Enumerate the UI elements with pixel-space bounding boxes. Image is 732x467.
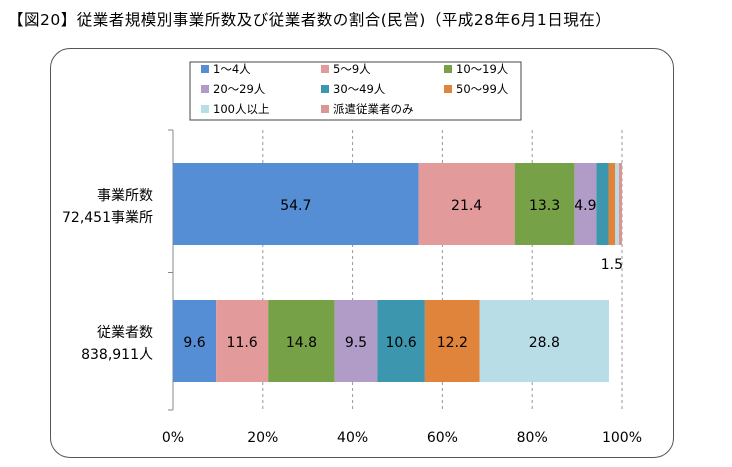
bar-segment: [608, 163, 616, 245]
x-tick-label: 60%: [427, 430, 458, 446]
legend-label: 20～29人: [213, 82, 266, 96]
category-label: 838,911人: [81, 347, 153, 363]
data-label: 21.4: [451, 198, 482, 214]
bar-segment: [596, 163, 609, 245]
legend-swatch: [201, 65, 209, 73]
legend-label: 10～19人: [456, 62, 509, 76]
bar-segment: [173, 300, 217, 382]
x-tick-label: 40%: [337, 430, 368, 446]
legend-swatch: [444, 85, 452, 93]
legend-swatch: [201, 105, 209, 113]
bar-segment: [418, 163, 515, 245]
data-label: 1.5: [601, 257, 623, 273]
bar-segment: [615, 163, 619, 245]
legend-label: 5～9人: [333, 62, 371, 76]
legend-label: 1～4人: [213, 62, 251, 76]
data-label: 14.8: [286, 335, 317, 351]
legend-label: 50～99人: [456, 82, 509, 96]
bar-segment: [216, 300, 269, 382]
legend-swatch: [201, 85, 209, 93]
data-label: 12.2: [437, 335, 468, 351]
data-label: 9.5: [345, 335, 367, 351]
data-label: 10.6: [386, 335, 417, 351]
category-label: 従業者数: [97, 325, 153, 341]
chart-title: 【図20】従業者規模別事業所数及び従業者数の割合(民営)（平成28年6月1日現在…: [8, 11, 612, 29]
bar-segment: [618, 163, 622, 245]
bar-segment: [574, 163, 597, 245]
legend-swatch: [321, 65, 329, 73]
x-tick-label: 0%: [162, 430, 184, 446]
legend-label: 30～49人: [333, 82, 386, 96]
legend-label: 100人以上: [213, 102, 269, 116]
data-label: 54.7: [280, 198, 311, 214]
data-label: 11.6: [227, 335, 258, 351]
category-label: 事業所数: [97, 188, 153, 204]
bar-segment: [479, 300, 609, 382]
bar-segment: [424, 300, 480, 382]
legend-swatch: [321, 85, 329, 93]
data-label: 28.8: [529, 335, 560, 351]
bar-segment: [334, 300, 378, 382]
data-label: 4.9: [574, 198, 596, 214]
bar-segment: [514, 163, 575, 245]
x-tick-label: 80%: [517, 430, 548, 446]
legend-swatch: [444, 65, 452, 73]
data-label: 13.3: [529, 198, 560, 214]
bar-segment: [173, 163, 419, 245]
chart-frame: [50, 48, 674, 458]
x-tick-label: 100%: [602, 430, 642, 446]
legend-box: [189, 61, 522, 121]
x-tick-label: 20%: [247, 430, 278, 446]
bar-segment: [377, 300, 425, 382]
category-label: 72,451事業所: [62, 210, 153, 226]
legend-swatch: [321, 105, 329, 113]
legend-label: 派遣従業者のみ: [333, 102, 414, 116]
bar-segment: [268, 300, 335, 382]
data-label: 9.6: [183, 335, 205, 351]
